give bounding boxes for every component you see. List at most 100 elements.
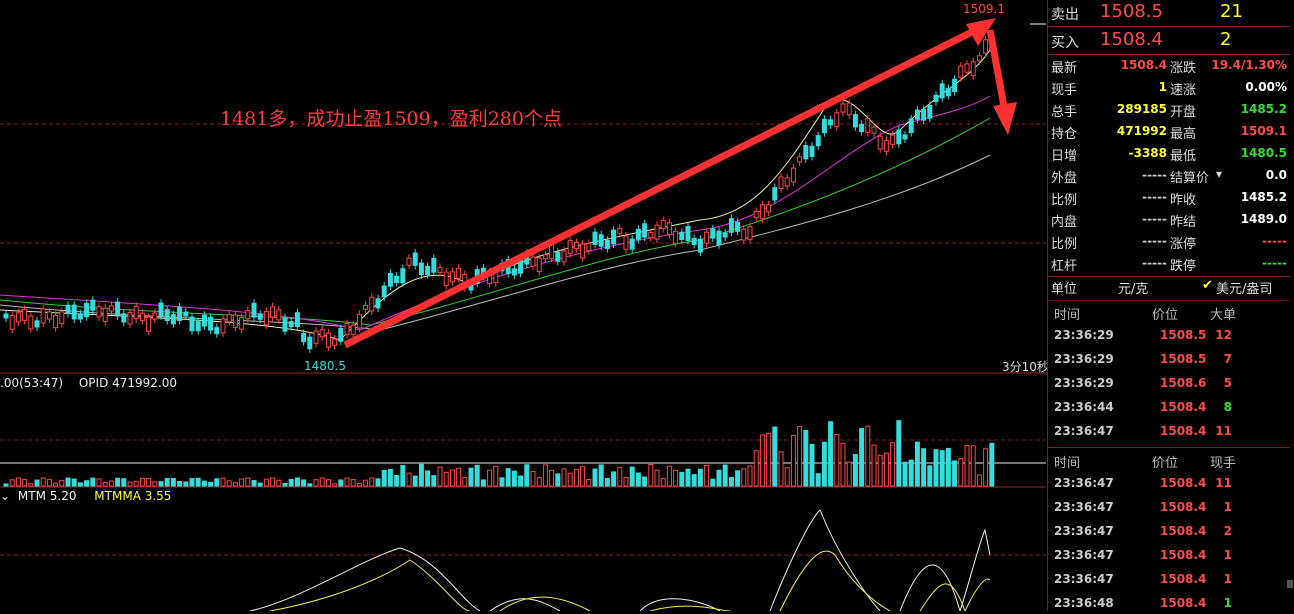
high-price-label: 1509.1 [963,2,1005,16]
stat-label: 昨收 [1170,193,1197,208]
low-price-label: 1480.5 [304,359,346,373]
volume-indicator-label: .00(53:47) OPID 471992.00 [0,376,177,390]
sell-qty: 21 [1220,1,1243,22]
candle [34,320,40,328]
sell-label: 卖出 [1051,7,1079,23]
candle [747,226,753,241]
volume-bar [170,477,176,487]
volume-bar [635,472,641,487]
candle [282,317,288,332]
candle [288,321,294,328]
table-row[interactable]: 23:36:47 1508.4 11 [1048,422,1288,442]
volume-bar [654,469,660,487]
ma-short-line [0,95,991,331]
candle [270,306,276,318]
table-row[interactable]: 23:36:44 1508.4 8 [1048,398,1288,418]
stat-value: 1480.5 [1240,146,1287,160]
check-icon[interactable]: ✔ [1202,278,1213,293]
candle [704,231,710,244]
table-row[interactable]: 23:36:47 1508.4 2 [1048,522,1288,542]
table-row[interactable]: 23:36:29 1508.5 7 [1048,350,1288,370]
table-header: 大单 [1210,308,1237,323]
scrollbar[interactable] [1287,580,1293,588]
candle [691,237,697,246]
candlestick-chart[interactable] [0,0,1048,611]
stat-label: 最高 [1170,127,1197,142]
volume-bar [487,469,493,487]
row-price: 1508.4 [1160,500,1207,514]
candle [325,332,331,348]
candle [592,231,598,245]
candle [251,302,257,318]
stat-label: 持仓 [1051,127,1078,142]
volume-bar [499,477,505,487]
volume-bar [902,461,908,487]
dropdown-icon[interactable]: ▾ [1216,167,1223,181]
volume-bar [648,464,654,487]
volume-bar [102,482,108,487]
volume-bar [797,426,803,487]
volume-bar [493,465,499,487]
row-price: 1508.4 [1160,548,1207,562]
volume-bar [15,477,21,487]
table-row[interactable]: 23:36:47 1508.4 1 [1048,498,1288,518]
row-price: 1508.4 [1160,596,1207,610]
candle [939,83,945,99]
volume-bar [65,477,71,487]
volume-bar [319,477,325,487]
opid-label: OPID 471992.00 [78,376,178,390]
volume-bar [914,441,920,487]
candle [418,262,424,276]
volume-bar [790,434,796,487]
volume-bar [381,469,387,487]
volume-bar [580,466,586,487]
candle [933,94,939,103]
candle [9,315,15,330]
candle [790,167,796,183]
table-row[interactable]: 23:36:48 1508.4 1 [1048,594,1288,614]
candle [84,302,90,318]
volume-bar [939,450,945,487]
candle [208,316,214,331]
volume-bar [691,474,697,487]
stat-label[interactable]: 结算价 [1170,171,1210,186]
volume-bar [821,441,827,487]
row-price: 1508.4 [1160,572,1207,586]
volume-bar [735,470,741,487]
volume-bar [418,463,424,487]
candle [952,78,958,93]
volume-bar [146,478,152,487]
volume-bar [642,476,648,487]
candle [400,268,406,284]
row-price: 1508.5 [1160,328,1207,342]
vol-prefix: .00(53:47) [0,376,64,390]
volume-bar [164,477,170,487]
candle [139,312,145,321]
row-time: 23:36:47 [1054,476,1114,490]
row-qty: 12 [1215,328,1232,342]
table-row[interactable]: 23:36:29 1508.6 5 [1048,374,1288,394]
row-time: 23:36:47 [1054,524,1114,538]
table-row[interactable]: 23:36:47 1508.4 11 [1048,474,1288,494]
volume-bar [859,428,865,487]
table-row[interactable]: 23:36:47 1508.4 1 [1048,546,1288,566]
volume-bar [883,452,889,487]
candle [121,313,127,323]
volume-bar [344,477,350,487]
candle [914,109,920,120]
table-row[interactable]: 23:36:29 1508.5 12 [1048,326,1288,346]
volume-bar [356,482,362,487]
candle [685,225,691,241]
volume-bar [294,477,300,487]
volume-bar [480,479,486,487]
table-row[interactable]: 23:36:47 1508.4 1 [1048,570,1288,590]
sell-row: 卖出 1508.5 21 [1048,0,1294,26]
chevron-down-icon[interactable]: ⌄ [0,489,11,503]
volume-bar [468,467,474,487]
volume-bar [288,478,294,487]
stat-label: 比例 [1051,237,1078,252]
candle [170,314,176,325]
stat-value: ----- [1262,256,1287,270]
candle [921,108,927,121]
volume-bar [871,444,877,487]
